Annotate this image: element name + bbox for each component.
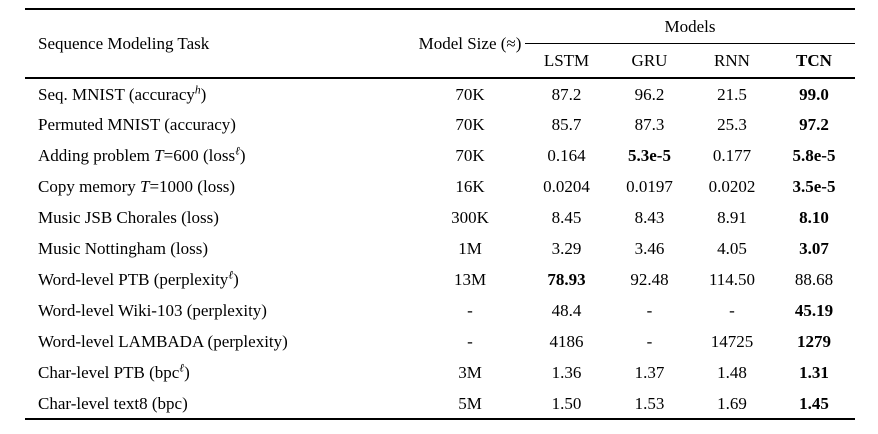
task-cell: Music JSB Chorales (loss) — [38, 208, 219, 227]
value-cell-tcn: 99.0 — [799, 84, 829, 104]
table-row: Word-level LAMBADA (perplexity) - 4186 - 147… — [25, 326, 855, 357]
table-header: Sequence Modeling Task Model Size (≈) Mo… — [25, 9, 855, 78]
col-header-model-size: Model Size (≈) — [418, 34, 522, 53]
table-row: Seq. MNIST (accuracyh) 70K 87.2 96.2 21.5 99.… — [25, 78, 855, 109]
value-cell-gru: 1.53 — [634, 393, 665, 413]
value-cell-lstm: 0.164 — [547, 146, 586, 165]
model-size-cell: 1M — [458, 239, 482, 258]
model-size-cell: 13M — [453, 270, 487, 289]
task-cell: Word-level PTB (perplexityℓ) — [38, 268, 239, 289]
value-cell-rnn: 4.05 — [717, 239, 747, 258]
table-row: Char-level text8 (bpc) 5M 1.50 1.53 1.69 1.45 — [25, 388, 855, 419]
header-row-models: LSTM GRU RNN TCN — [25, 43, 855, 78]
task-cell: Copy memory T=1000 (loss) — [38, 177, 236, 196]
value-cell-rnn: 0.177 — [712, 146, 752, 165]
table-row: Permuted MNIST (accuracy) 70K 85.7 87.3 25.3… — [25, 109, 855, 140]
table-row: Music JSB Chorales (loss) 300K 8.45 8.43 8.9… — [25, 202, 855, 233]
value-cell-gru: - — [646, 301, 653, 320]
value-cell-gru: 5.3e-5 — [628, 146, 671, 165]
col-header-models-group: Models — [525, 9, 855, 44]
value-cell-gru: 92.48 — [630, 270, 669, 289]
value-cell-rnn: 114.50 — [708, 270, 756, 289]
value-cell-gru: 3.46 — [634, 239, 665, 258]
value-cell-tcn: 3.5e-5 — [792, 177, 836, 196]
value-cell-lstm: 1.36 — [551, 363, 582, 382]
value-cell-tcn: 5.8e-5 — [792, 146, 836, 165]
value-cell-rnn: 14725 — [710, 332, 754, 351]
value-cell-tcn: 1.31 — [799, 363, 829, 382]
table-body: Seq. MNIST (accuracyh) 70K 87.2 96.2 21.5 99.… — [25, 78, 855, 419]
model-size-cell: 70K — [455, 146, 485, 165]
value-cell-lstm: 8.45 — [551, 208, 582, 227]
value-cell-rnn: 1.69 — [717, 393, 747, 413]
value-cell-rnn: 8.91 — [717, 208, 747, 227]
task-cell: Char-level PTB (bpcℓ) — [38, 361, 190, 382]
value-cell-lstm: 4186 — [549, 332, 584, 351]
value-cell-lstm: 78.93 — [547, 270, 586, 289]
value-cell-lstm: 3.29 — [551, 239, 582, 258]
value-cell-tcn: 3.07 — [799, 239, 829, 258]
model-size-cell: 5M — [458, 393, 482, 413]
task-cell: Adding problem T=600 (lossℓ) — [38, 144, 246, 165]
value-cell-tcn: 97.2 — [799, 115, 829, 134]
value-cell-lstm: 0.0204 — [543, 177, 590, 196]
value-cell-gru: - — [646, 332, 653, 351]
value-cell-lstm: 1.50 — [551, 393, 582, 413]
model-size-cell: 300K — [451, 208, 489, 227]
table-row: Adding problem T=600 (lossℓ) 70K 0.164 5.3e… — [25, 140, 855, 171]
value-cell-rnn: 0.0202 — [708, 177, 756, 196]
model-size-cell: - — [467, 301, 473, 320]
value-cell-gru: 96.2 — [634, 84, 665, 104]
task-cell: Music Nottingham (loss) — [38, 239, 208, 258]
value-cell-tcn: 1279 — [797, 332, 831, 351]
col-header-rnn: RNN — [714, 50, 750, 70]
col-header-tcn: TCN — [796, 50, 832, 70]
results-table: Sequence Modeling Task Model Size (≈) Mo… — [25, 8, 855, 420]
value-cell-lstm: 87.2 — [551, 84, 582, 104]
value-cell-rnn: 1.48 — [717, 363, 747, 382]
value-cell-tcn: 1.45 — [799, 393, 829, 413]
col-header-task: Sequence Modeling Task — [38, 34, 210, 53]
value-cell-rnn: 25.3 — [717, 115, 747, 134]
value-cell-tcn: 45.19 — [794, 301, 834, 320]
table-row: Char-level PTB (bpcℓ) 3M 1.36 1.37 1.48 1.31 — [25, 357, 855, 388]
value-cell-gru: 1.37 — [634, 363, 665, 382]
table-row: Music Nottingham (loss) 1M 3.29 3.46 4.05 3.0… — [25, 233, 855, 264]
value-cell-rnn: - — [729, 301, 735, 320]
task-cell: Permuted MNIST (accuracy) — [38, 115, 236, 134]
task-cell: Char-level text8 (bpc) — [38, 393, 188, 413]
value-cell-gru: 0.0197 — [626, 177, 673, 196]
model-size-cell: 70K — [455, 84, 485, 104]
model-size-cell: - — [467, 332, 473, 351]
table-row: Word-level Wiki-103 (perplexity) - 48.4 - - 4… — [25, 295, 855, 326]
table-row: Copy memory T=1000 (loss) 16K 0.0204 0.0197… — [25, 171, 855, 202]
table-row: Word-level PTB (perplexityℓ) 13M 78.93 92.4… — [25, 264, 855, 295]
header-row-group: Sequence Modeling Task Model Size (≈) Mo… — [25, 9, 855, 52]
task-cell: Word-level LAMBADA (perplexity) — [38, 332, 288, 351]
value-cell-rnn: 21.5 — [717, 84, 747, 104]
col-header-gru: GRU — [631, 50, 668, 70]
task-cell: Word-level Wiki-103 (perplexity) — [38, 301, 267, 320]
value-cell-tcn: 8.10 — [799, 208, 829, 227]
value-cell-lstm: 85.7 — [551, 115, 582, 134]
value-cell-tcn: 88.68 — [794, 270, 834, 289]
model-size-cell: 70K — [455, 115, 485, 134]
model-size-cell: 16K — [455, 177, 485, 196]
model-size-cell: 3M — [458, 363, 482, 382]
paper-table-page: Sequence Modeling Task Model Size (≈) Mo… — [0, 8, 878, 434]
value-cell-gru: 87.3 — [634, 115, 665, 134]
value-cell-gru: 8.43 — [634, 208, 665, 227]
col-header-lstm: LSTM — [543, 50, 590, 70]
value-cell-lstm: 48.4 — [551, 301, 582, 320]
task-cell: Seq. MNIST (accuracyh) — [38, 82, 207, 104]
